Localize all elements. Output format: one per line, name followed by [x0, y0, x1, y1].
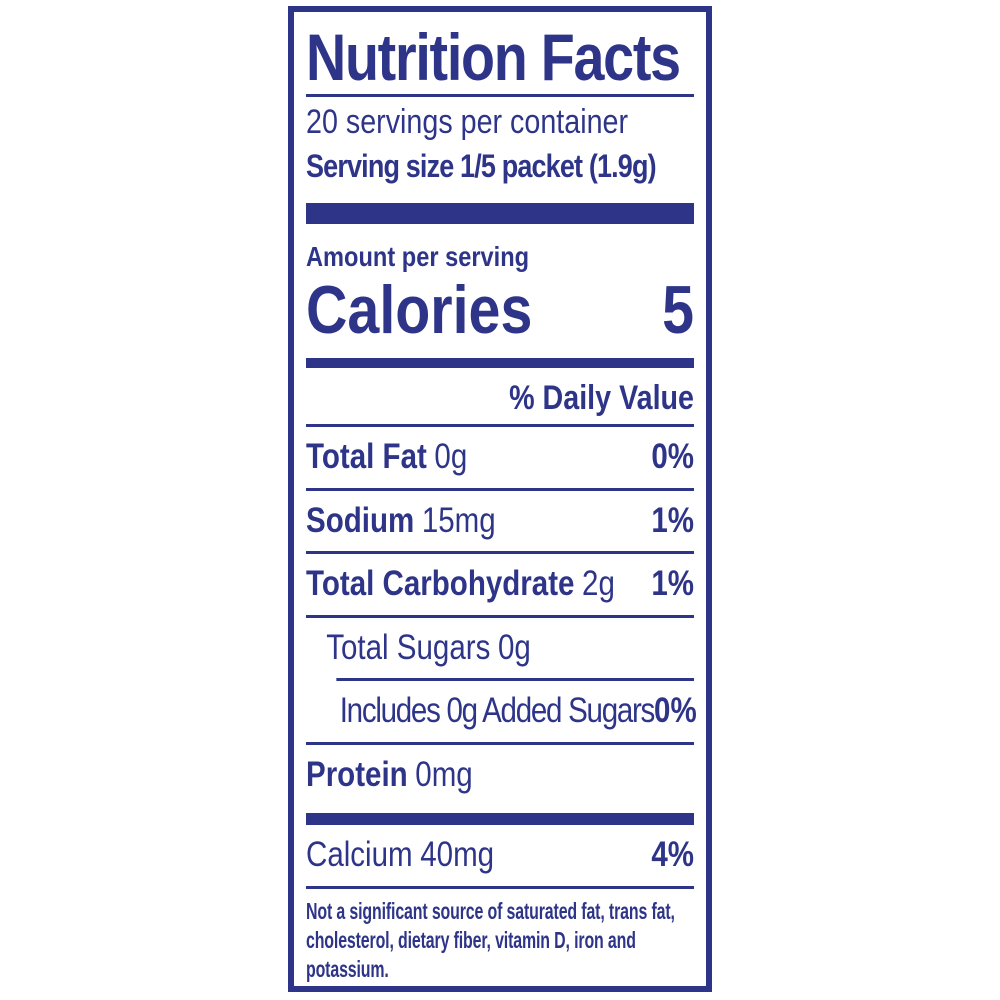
nutrient-row-total-carbohydrate: Total Carbohydrate 2g 1%: [306, 554, 694, 615]
nutrient-name-and-amount: Total Sugars 0g: [306, 627, 531, 668]
nutrient-name: Includes 0g Added Sugars: [339, 691, 656, 731]
amount-per-serving-label: Amount per serving: [306, 241, 530, 273]
thick-separator-bar-top: [306, 203, 695, 225]
nutrient-amount: 40mg: [420, 835, 495, 875]
nutrient-dv: 0%: [654, 691, 697, 731]
nutrient-name: Total Sugars: [326, 627, 491, 667]
nutrient-amount: 0g: [497, 627, 531, 667]
nutrient-name-and-amount: Total Carbohydrate 2g: [306, 565, 615, 604]
servings-per-container: 20 servings per container: [306, 103, 629, 141]
divider: [306, 551, 695, 555]
nutrient-amount: 0mg: [415, 754, 473, 794]
nutrient-name: Total Fat: [306, 437, 427, 477]
label-title: Nutrition Facts: [306, 20, 681, 94]
title-divider: [306, 94, 695, 97]
divider-indented: [336, 678, 695, 682]
nutrient-row-added-sugars: Includes 0g Added Sugars 0%: [306, 681, 697, 742]
nutrient-name-and-amount: Total Fat 0g: [306, 438, 467, 477]
nutrient-dv: 1%: [651, 564, 695, 604]
divider: [306, 741, 695, 745]
divider: [306, 885, 695, 889]
nutrient-name-and-amount: Protein 0mg: [306, 754, 473, 795]
nutrient-dv: 0%: [651, 437, 695, 477]
nutrient-name: Protein: [306, 754, 408, 794]
thick-separator-bar-bottom: [306, 813, 695, 826]
calories-label: Calories: [306, 271, 533, 348]
calories-value: 5: [662, 271, 695, 348]
daily-value-header: % Daily Value: [509, 378, 695, 417]
nutrient-name: Total Carbohydrate: [306, 564, 575, 604]
nutrient-name-and-amount: Sodium 15mg: [306, 500, 496, 541]
nutrient-amount: 15mg: [421, 500, 496, 540]
nutrient-dv: 1%: [651, 500, 695, 540]
nutrient-row-calcium: Calcium 40mg 4%: [306, 825, 694, 886]
nutrient-name: Calcium: [306, 835, 413, 875]
label-content: Nutrition Facts 20 servings per containe…: [306, 20, 697, 984]
divider: [306, 487, 695, 491]
divider: [306, 614, 695, 618]
nutrient-row-total-fat: Total Fat 0g 0%: [306, 427, 694, 488]
nutrient-amount: 2g: [582, 564, 615, 604]
nutrient-name: Sodium: [306, 500, 415, 540]
nutrient-row-total-sugars: Total Sugars 0g: [306, 618, 694, 679]
nutrient-name-and-amount: Includes 0g Added Sugars: [306, 691, 656, 731]
nutrient-name-and-amount: Calcium 40mg: [306, 836, 494, 875]
nutrient-dv: 4%: [651, 835, 695, 875]
divider: [306, 424, 695, 428]
serving-size: Serving size 1/5 packet (1.9g): [306, 147, 657, 184]
calories-row: Calories 5: [306, 276, 694, 344]
nutrient-row-sodium: Sodium 15mg 1%: [306, 491, 694, 552]
nutrient-row-protein: Protein 0mg: [306, 745, 694, 806]
nutrient-amount: 0g: [434, 437, 468, 477]
footnote: Not a significant source of saturated fa…: [306, 897, 675, 982]
medium-separator-bar: [306, 357, 695, 368]
nutrition-facts-label: Nutrition Facts 20 servings per containe…: [288, 6, 712, 992]
